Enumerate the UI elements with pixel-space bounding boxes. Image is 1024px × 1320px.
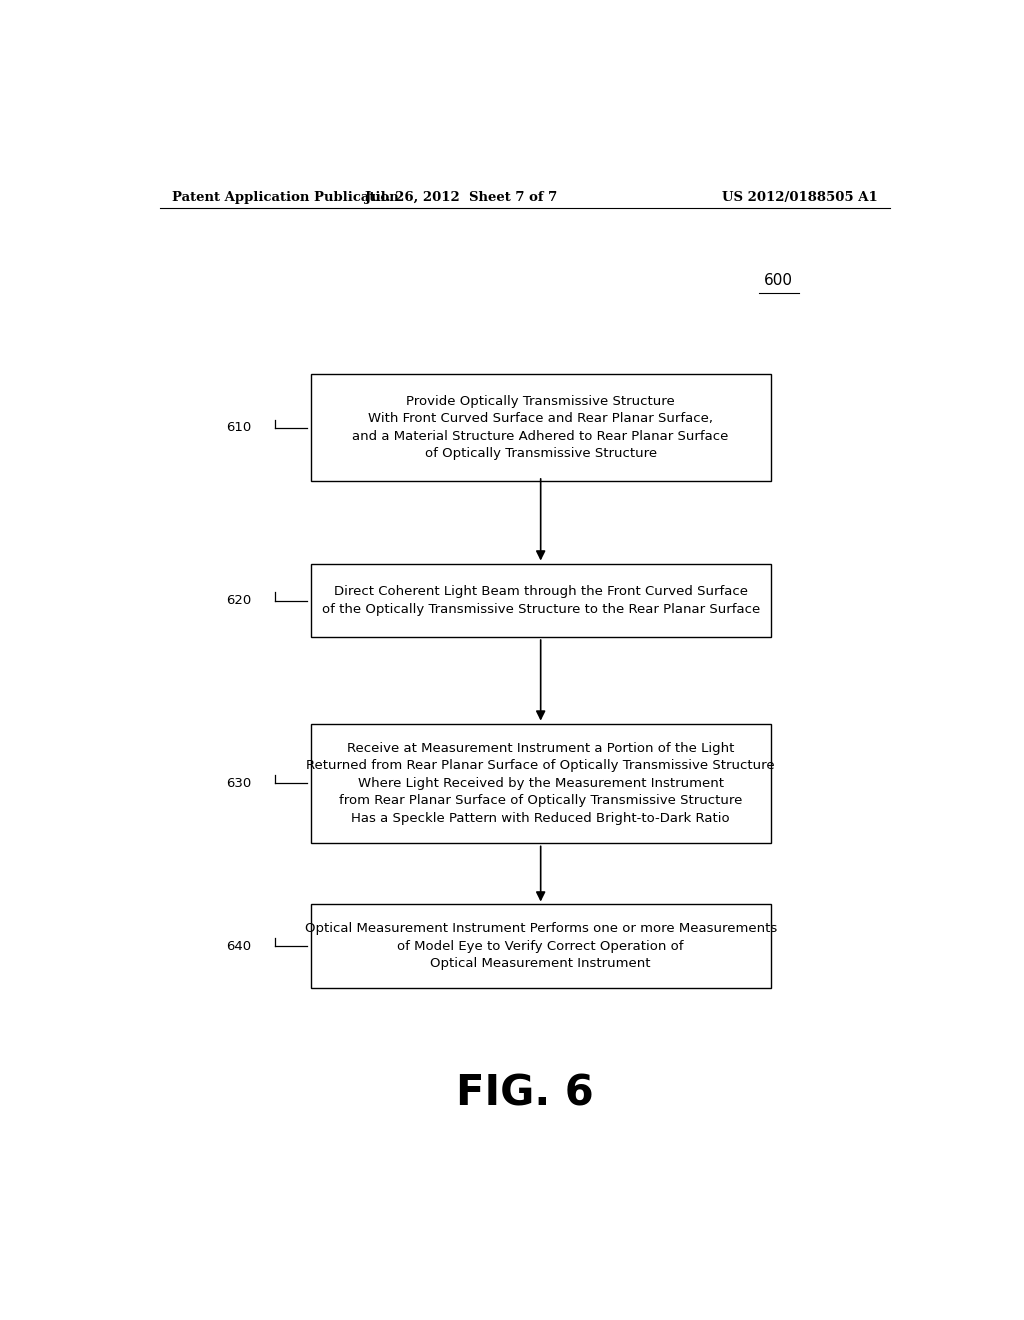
Text: Patent Application Publication: Patent Application Publication	[172, 190, 398, 203]
Text: Jul. 26, 2012  Sheet 7 of 7: Jul. 26, 2012 Sheet 7 of 7	[366, 190, 557, 203]
Text: Receive at Measurement Instrument a Portion of the Light
Returned from Rear Plan: Receive at Measurement Instrument a Port…	[306, 742, 775, 825]
Bar	[310, 723, 771, 843]
Text: 640: 640	[226, 940, 251, 953]
Text: US 2012/0188505 A1: US 2012/0188505 A1	[722, 190, 878, 203]
Bar	[310, 564, 771, 638]
Text: 630: 630	[225, 777, 251, 789]
Text: 620: 620	[225, 594, 251, 607]
Bar	[310, 904, 771, 987]
Text: Provide Optically Transmissive Structure
With Front Curved Surface and Rear Plan: Provide Optically Transmissive Structure…	[352, 395, 729, 461]
Text: Direct Coherent Light Beam through the Front Curved Surface
of the Optically Tra: Direct Coherent Light Beam through the F…	[322, 585, 760, 616]
Bar	[310, 375, 771, 480]
Text: FIG. 6: FIG. 6	[456, 1072, 594, 1114]
Text: Optical Measurement Instrument Performs one or more Measurements
of Model Eye to: Optical Measurement Instrument Performs …	[304, 923, 777, 970]
Text: 610: 610	[225, 421, 251, 434]
Text: 600: 600	[764, 273, 794, 288]
